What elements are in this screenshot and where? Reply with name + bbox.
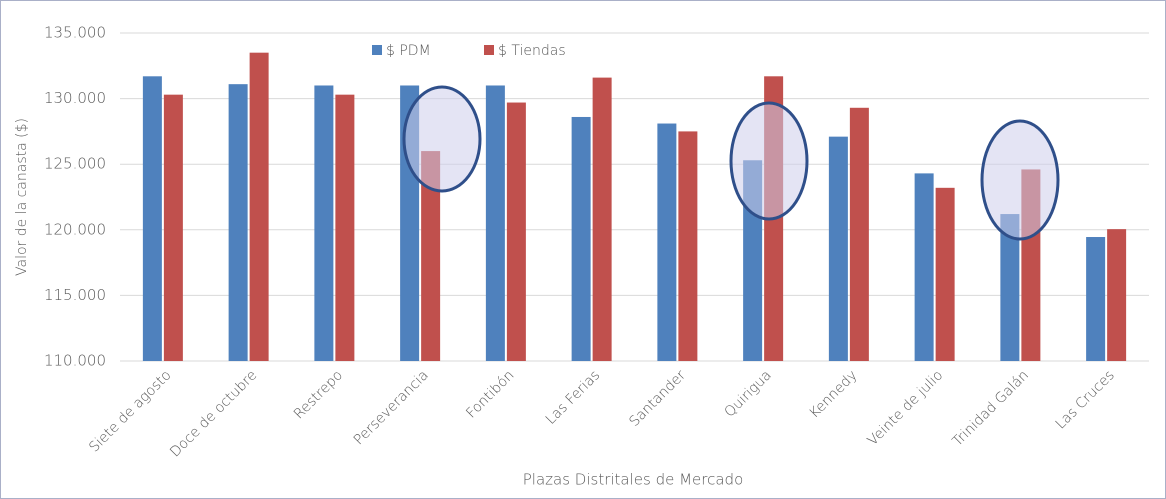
y-tick-label: 125.000 (44, 155, 106, 173)
legend-swatch (484, 45, 494, 55)
legend-label: $ PDM (386, 43, 431, 59)
bar (678, 131, 698, 361)
bar (571, 116, 591, 361)
bar (828, 136, 848, 361)
bar (935, 187, 955, 361)
highlight-ellipse (980, 119, 1060, 241)
legend-label: $ Tiendas (498, 43, 566, 59)
bar (335, 94, 355, 361)
bar (314, 85, 334, 361)
x-axis-title: Plazas Distritales de Mercado (523, 471, 744, 489)
bar (228, 84, 248, 361)
bar (592, 77, 612, 361)
bar (1000, 214, 1020, 361)
y-tick-label: 120.000 (44, 220, 106, 238)
bar (163, 94, 183, 361)
bar (914, 173, 934, 361)
highlights (402, 85, 1060, 241)
bar (249, 52, 269, 362)
y-tick-label: 135.000 (44, 24, 106, 42)
bar (657, 123, 677, 361)
bar (849, 107, 869, 361)
y-tick-label: 130.000 (44, 89, 106, 107)
y-tick-label: 110.000 (44, 352, 106, 370)
highlight-ellipse (402, 85, 482, 193)
bar (421, 151, 441, 361)
bar (506, 102, 526, 361)
legend-swatch (372, 45, 382, 55)
bar (142, 76, 162, 362)
y-tick-label: 115.000 (44, 286, 106, 304)
highlight-ellipse (729, 101, 809, 221)
bar (1086, 237, 1106, 361)
bar (485, 85, 505, 361)
bar (1107, 229, 1127, 361)
y-axis-title: Valor de la canasta ($) (14, 118, 30, 276)
